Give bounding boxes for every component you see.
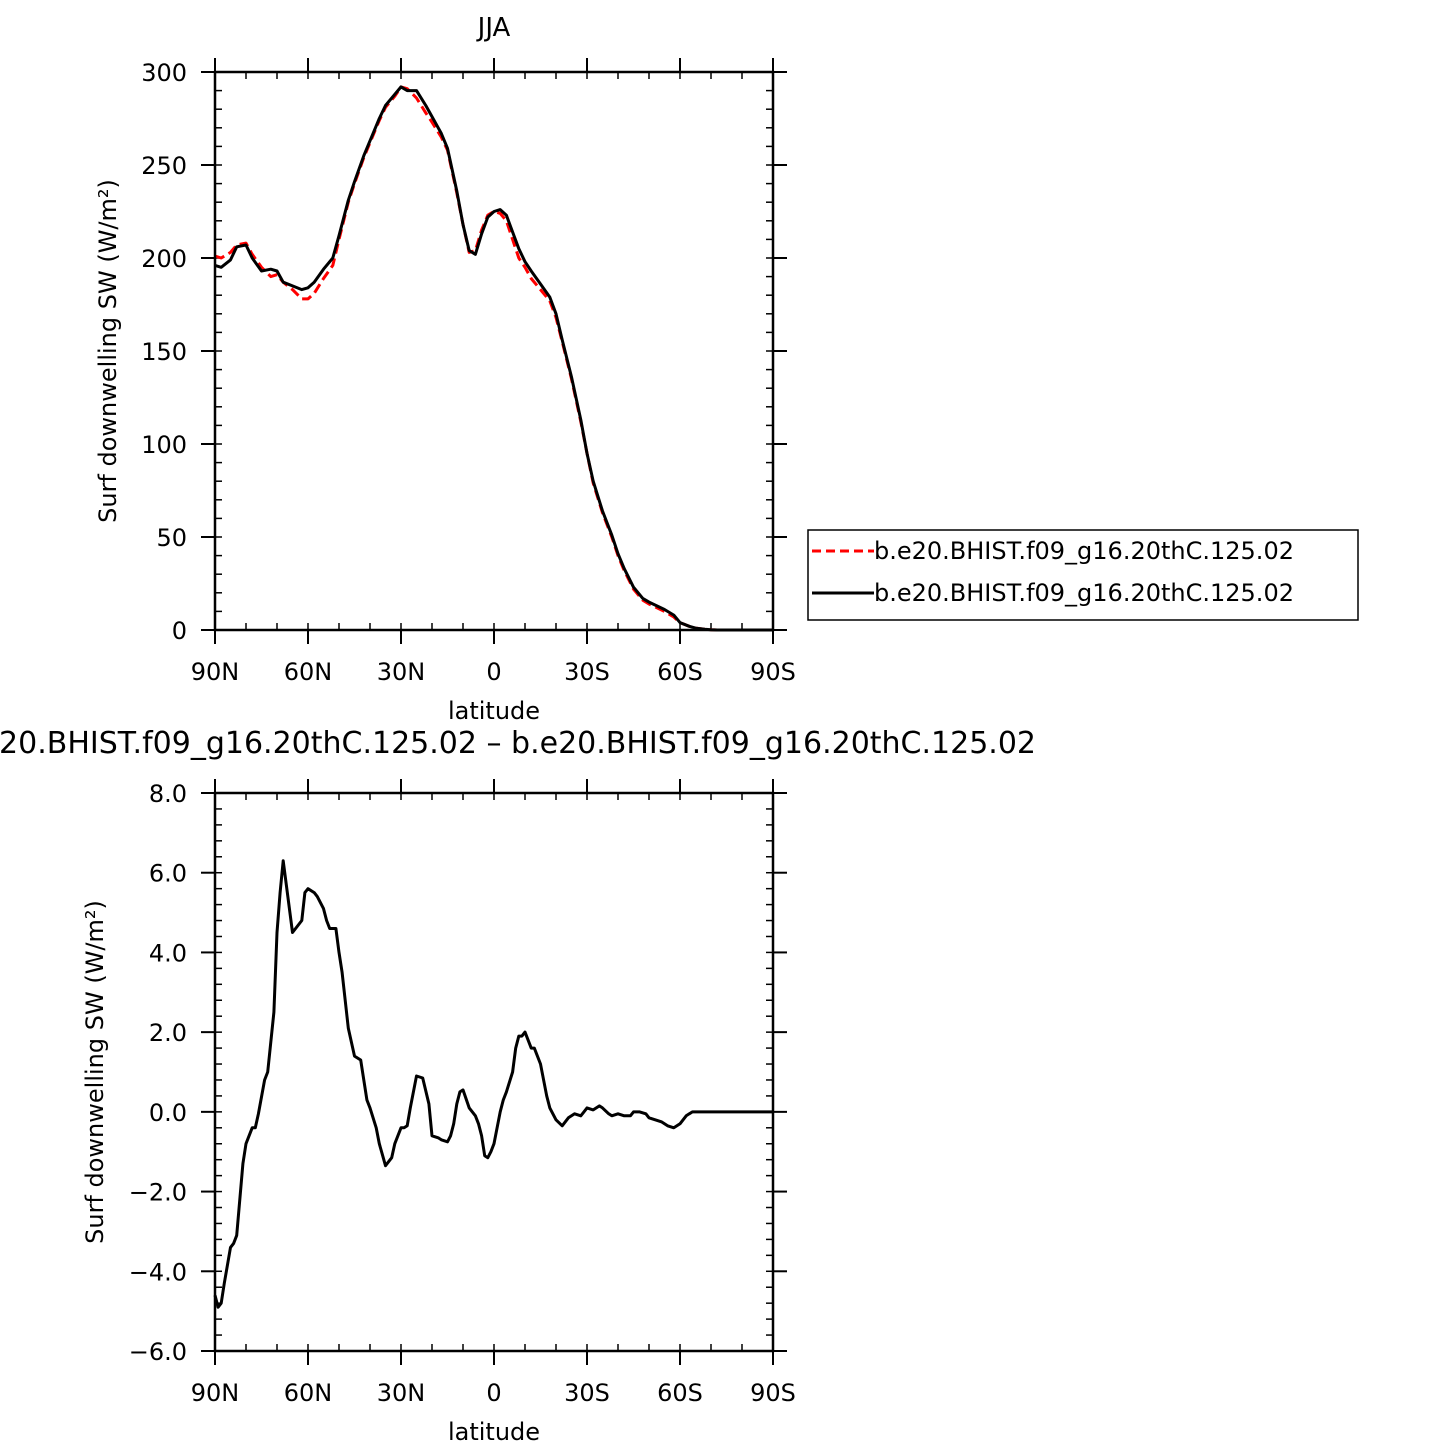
series-line-0 <box>214 85 773 632</box>
y-tick-labels: −6.0 −4.0 −2.0 0.0 2.0 4.0 6.0 8.0 <box>129 780 187 1366</box>
x-tick-label: 60S <box>657 658 703 686</box>
x-tick-label: 90N <box>191 658 240 686</box>
series-line-1 <box>214 85 773 632</box>
axis-ticks <box>201 58 787 644</box>
y-axis-label: Surf downwelling SW (W/m²) <box>81 900 109 1244</box>
x-axis-label: latitude <box>448 1418 540 1446</box>
y-tick-label: 6.0 <box>149 860 187 888</box>
y-tick-label: 150 <box>141 338 187 366</box>
panel-title: b.e20.BHIST.f09_g16.20thC.125.02 – b.e20… <box>0 726 1036 761</box>
axis-ticks <box>201 779 787 1365</box>
y-tick-label: −4.0 <box>129 1258 187 1286</box>
x-tick-label: 90S <box>750 658 796 686</box>
x-tick-labels: 90N 60N 30N 0 30S 60S 90S <box>191 658 796 686</box>
x-tick-label: 30N <box>377 1379 426 1407</box>
x-tick-label: 60S <box>657 1379 703 1407</box>
y-tick-label: 250 <box>141 152 187 180</box>
series-lines <box>213 859 773 1309</box>
plot-frame <box>213 70 775 632</box>
series-line-0 <box>213 859 773 1309</box>
y-tick-label: 200 <box>141 245 187 273</box>
x-tick-label: 90S <box>750 1379 796 1407</box>
y-tick-label: 0.0 <box>149 1099 187 1127</box>
x-tick-label: 0 <box>486 1379 501 1407</box>
y-tick-label: 300 <box>141 59 187 87</box>
y-tick-label: 100 <box>141 431 187 459</box>
x-tick-label: 0 <box>486 658 501 686</box>
legend: b.e20.BHIST.f09_g16.20thC.125.02 b.e20.B… <box>807 529 1359 621</box>
y-tick-label: −6.0 <box>129 1338 187 1366</box>
y-tick-label: 8.0 <box>149 780 187 808</box>
y-tick-label: 50 <box>156 524 187 552</box>
x-tick-label: 90N <box>191 1379 240 1407</box>
x-axis-label: latitude <box>448 697 540 725</box>
x-tick-label: 30S <box>564 1379 610 1407</box>
panel-difference: b.e20.BHIST.f09_g16.20thC.125.02 – b.e20… <box>0 726 1036 1446</box>
panel-title: JJA <box>476 13 511 43</box>
y-tick-label: 2.0 <box>149 1019 187 1047</box>
y-tick-labels: 0 50 100 150 200 250 300 <box>141 59 187 645</box>
plot-frame <box>213 791 775 1353</box>
legend-label-red: b.e20.BHIST.f09_g16.20thC.125.02 <box>874 537 1294 565</box>
legend-label-black: b.e20.BHIST.f09_g16.20thC.125.02 <box>874 579 1294 607</box>
series-lines <box>214 85 773 632</box>
y-tick-label: −2.0 <box>129 1179 187 1207</box>
y-tick-label: 4.0 <box>149 939 187 967</box>
x-tick-label: 60N <box>284 658 333 686</box>
y-tick-label: 0 <box>172 617 187 645</box>
x-tick-label: 60N <box>284 1379 333 1407</box>
x-tick-label: 30N <box>377 658 426 686</box>
x-tick-labels: 90N 60N 30N 0 30S 60S 90S <box>191 1379 796 1407</box>
y-axis-label: Surf downwelling SW (W/m²) <box>94 179 122 523</box>
x-tick-label: 30S <box>564 658 610 686</box>
legend-box <box>807 529 1359 621</box>
